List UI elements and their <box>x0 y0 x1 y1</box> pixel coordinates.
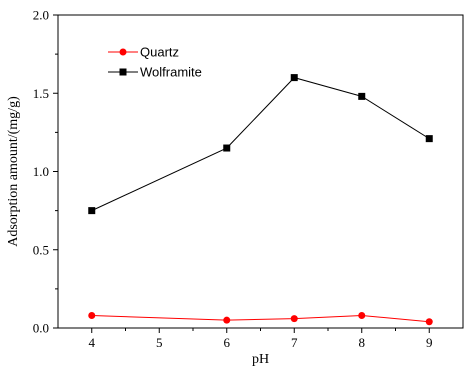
axis-ticks <box>53 14 430 333</box>
wolframite-data-point <box>88 207 96 215</box>
legend-item-quartz: Quartz <box>108 45 179 60</box>
legend-item-wolframite: Wolframite <box>108 65 202 80</box>
legend-marker <box>119 68 127 76</box>
x-tick-label: 4 <box>89 335 96 350</box>
axis-tick-labels: 4 5 6 7 8 9 0.0 0.5 1.0 1.5 2.0 <box>33 8 433 351</box>
quartz-data-point <box>223 316 231 324</box>
x-axis-title: pH <box>252 352 269 367</box>
x-tick-label: 6 <box>224 335 231 350</box>
legend-marker <box>119 48 127 56</box>
x-tick-label: 8 <box>359 335 366 350</box>
y-axis-title: Adsorption amount/(mg/g) <box>6 96 21 247</box>
wolframite-data-point <box>358 92 366 100</box>
x-tick-label: 9 <box>426 335 433 350</box>
quartz-data-point <box>290 315 298 323</box>
legend-label: Wolframite <box>140 65 202 80</box>
quartz-data-point <box>88 311 96 319</box>
wolframite-data-point <box>425 135 433 143</box>
wolframite-data-point <box>223 144 231 152</box>
x-tick-label: 7 <box>291 335 298 350</box>
quartz-data-point <box>358 311 366 319</box>
y-tick-label: 1.0 <box>33 164 49 179</box>
y-tick-label: 0.5 <box>33 242 49 257</box>
y-tick-label: 0.0 <box>33 321 49 336</box>
quartz-series-line <box>91 314 430 323</box>
wolframite-series-line <box>91 77 430 212</box>
y-tick-label: 2.0 <box>33 8 49 23</box>
series-group <box>88 74 433 326</box>
quartz-data-point <box>425 318 433 326</box>
wolframite-data-point <box>290 74 298 82</box>
legend: Quartz Wolframite <box>108 45 202 80</box>
x-tick-label: 5 <box>156 335 163 350</box>
y-tick-label: 1.5 <box>33 86 49 101</box>
legend-label: Quartz <box>140 45 179 60</box>
plot-frame <box>57 14 464 329</box>
